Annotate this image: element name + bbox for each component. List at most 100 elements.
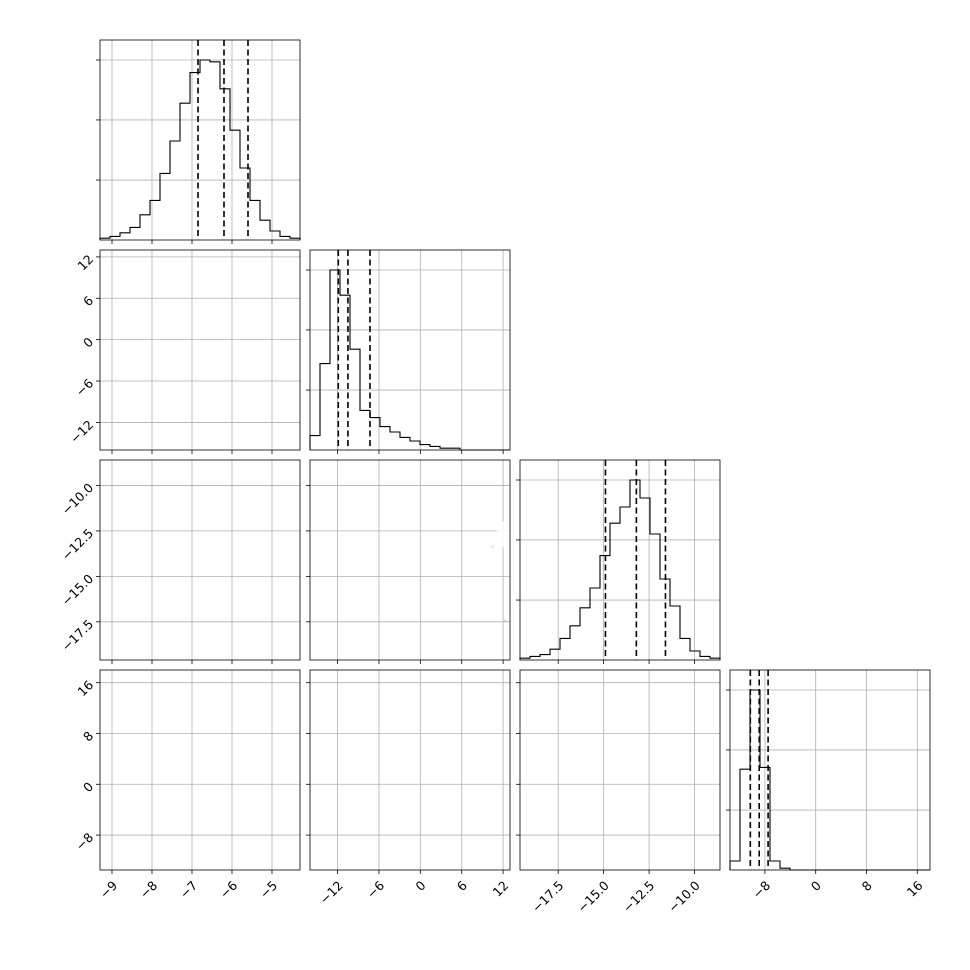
- scatter-point: [539, 602, 542, 605]
- scatter-point: [784, 834, 787, 837]
- scatter-point: [821, 846, 824, 849]
- scatter-point: [685, 497, 688, 500]
- scatter-point: [447, 408, 450, 411]
- scatter-point: [854, 834, 857, 837]
- scatter-point: [772, 848, 775, 851]
- scatter-point: [858, 830, 861, 833]
- scatter-point: [820, 851, 823, 854]
- scatter-point: [551, 496, 554, 499]
- scatter-point: [851, 838, 854, 841]
- scatter-point: [597, 504, 600, 507]
- scatter-point: [444, 406, 447, 409]
- scatter-point: [889, 844, 892, 847]
- scatter-point: [677, 528, 680, 531]
- scatter-point: [431, 405, 434, 408]
- scatter-point: [839, 842, 842, 845]
- scatter-point: [625, 560, 628, 563]
- scatter-point: [800, 838, 803, 841]
- scatter-point: [881, 839, 884, 842]
- scatter-point: [777, 841, 780, 844]
- scatter-point: [774, 850, 777, 853]
- scatter-point: [811, 844, 814, 847]
- scatter-point: [661, 553, 664, 556]
- scatter-point: [805, 823, 808, 826]
- scatter-point: [840, 847, 843, 850]
- scatter-point: [570, 530, 573, 533]
- scatter-point: [681, 508, 684, 511]
- scatter-point: [881, 845, 884, 848]
- scatter-point: [452, 422, 455, 425]
- scatter-point: [805, 837, 808, 840]
- scatter-point: [581, 528, 584, 531]
- scatter-point: [819, 848, 822, 851]
- scatter-point: [892, 839, 895, 842]
- scatter-point: [842, 843, 845, 846]
- scatter-point: [808, 850, 811, 853]
- scatter-point: [404, 428, 407, 431]
- scatter-point: [699, 465, 702, 468]
- scatter-point: [601, 573, 604, 576]
- scatter-point: [931, 823, 934, 826]
- scatter-point: [659, 510, 662, 513]
- scatter-point: [701, 502, 704, 505]
- scatter-point: [782, 841, 785, 844]
- scatter-point: [433, 393, 436, 396]
- scatter-point: [438, 401, 441, 404]
- scatter-point: [834, 829, 837, 832]
- scatter-point: [569, 563, 572, 566]
- scatter-point: [559, 534, 562, 537]
- scatter-point: [644, 519, 647, 522]
- scatter-point: [662, 495, 665, 498]
- scatter-point: [473, 404, 476, 407]
- scatter-point: [427, 415, 430, 418]
- scatter-point: [838, 848, 841, 851]
- scatter-point: [816, 839, 819, 842]
- scatter-point: [871, 843, 874, 846]
- scatter-point: [893, 838, 896, 841]
- scatter-point: [574, 517, 577, 520]
- scatter-point: [652, 521, 655, 524]
- scatter-point: [780, 836, 783, 839]
- scatter-point: [785, 856, 788, 859]
- scatter-point: [389, 405, 392, 408]
- scatter-point: [810, 851, 813, 854]
- scatter-point: [786, 849, 789, 852]
- scatter-point: [449, 427, 452, 430]
- scatter-point: [669, 563, 672, 566]
- scatter-point: [827, 837, 830, 840]
- scatter-point: [639, 597, 642, 600]
- scatter-point: [839, 831, 842, 834]
- scatter-point: [552, 499, 555, 502]
- scatter-point: [547, 529, 550, 532]
- scatter-point: [412, 386, 415, 389]
- scatter-point: [838, 839, 841, 842]
- scatter-point: [862, 835, 865, 838]
- scatter-point: [552, 528, 555, 531]
- scatter-point: [549, 572, 552, 575]
- scatter-point: [780, 852, 783, 855]
- scatter-point: [811, 858, 814, 861]
- scatter-point: [669, 565, 672, 568]
- scatter-point: [836, 830, 839, 833]
- scatter-point: [824, 844, 827, 847]
- scatter-point: [582, 533, 585, 536]
- scatter-point: [552, 572, 555, 575]
- scatter-point: [577, 601, 580, 604]
- scatter-point: [824, 838, 827, 841]
- scatter-point: [432, 433, 435, 436]
- scatter-point: [822, 853, 825, 856]
- scatter-point: [600, 532, 603, 535]
- scatter-point: [843, 834, 846, 837]
- scatter-point: [478, 402, 481, 405]
- scatter-point: [856, 832, 859, 835]
- scatter-point: [799, 830, 802, 833]
- scatter-point: [869, 835, 872, 838]
- scatter-point: [861, 837, 864, 840]
- scatter-point: [849, 844, 852, 847]
- scatter-point: [478, 416, 481, 419]
- scatter-point: [844, 830, 847, 833]
- scatter-point: [384, 401, 387, 404]
- scatter-point: [893, 829, 896, 832]
- scatter-point: [871, 834, 874, 837]
- scatter-point: [876, 839, 879, 842]
